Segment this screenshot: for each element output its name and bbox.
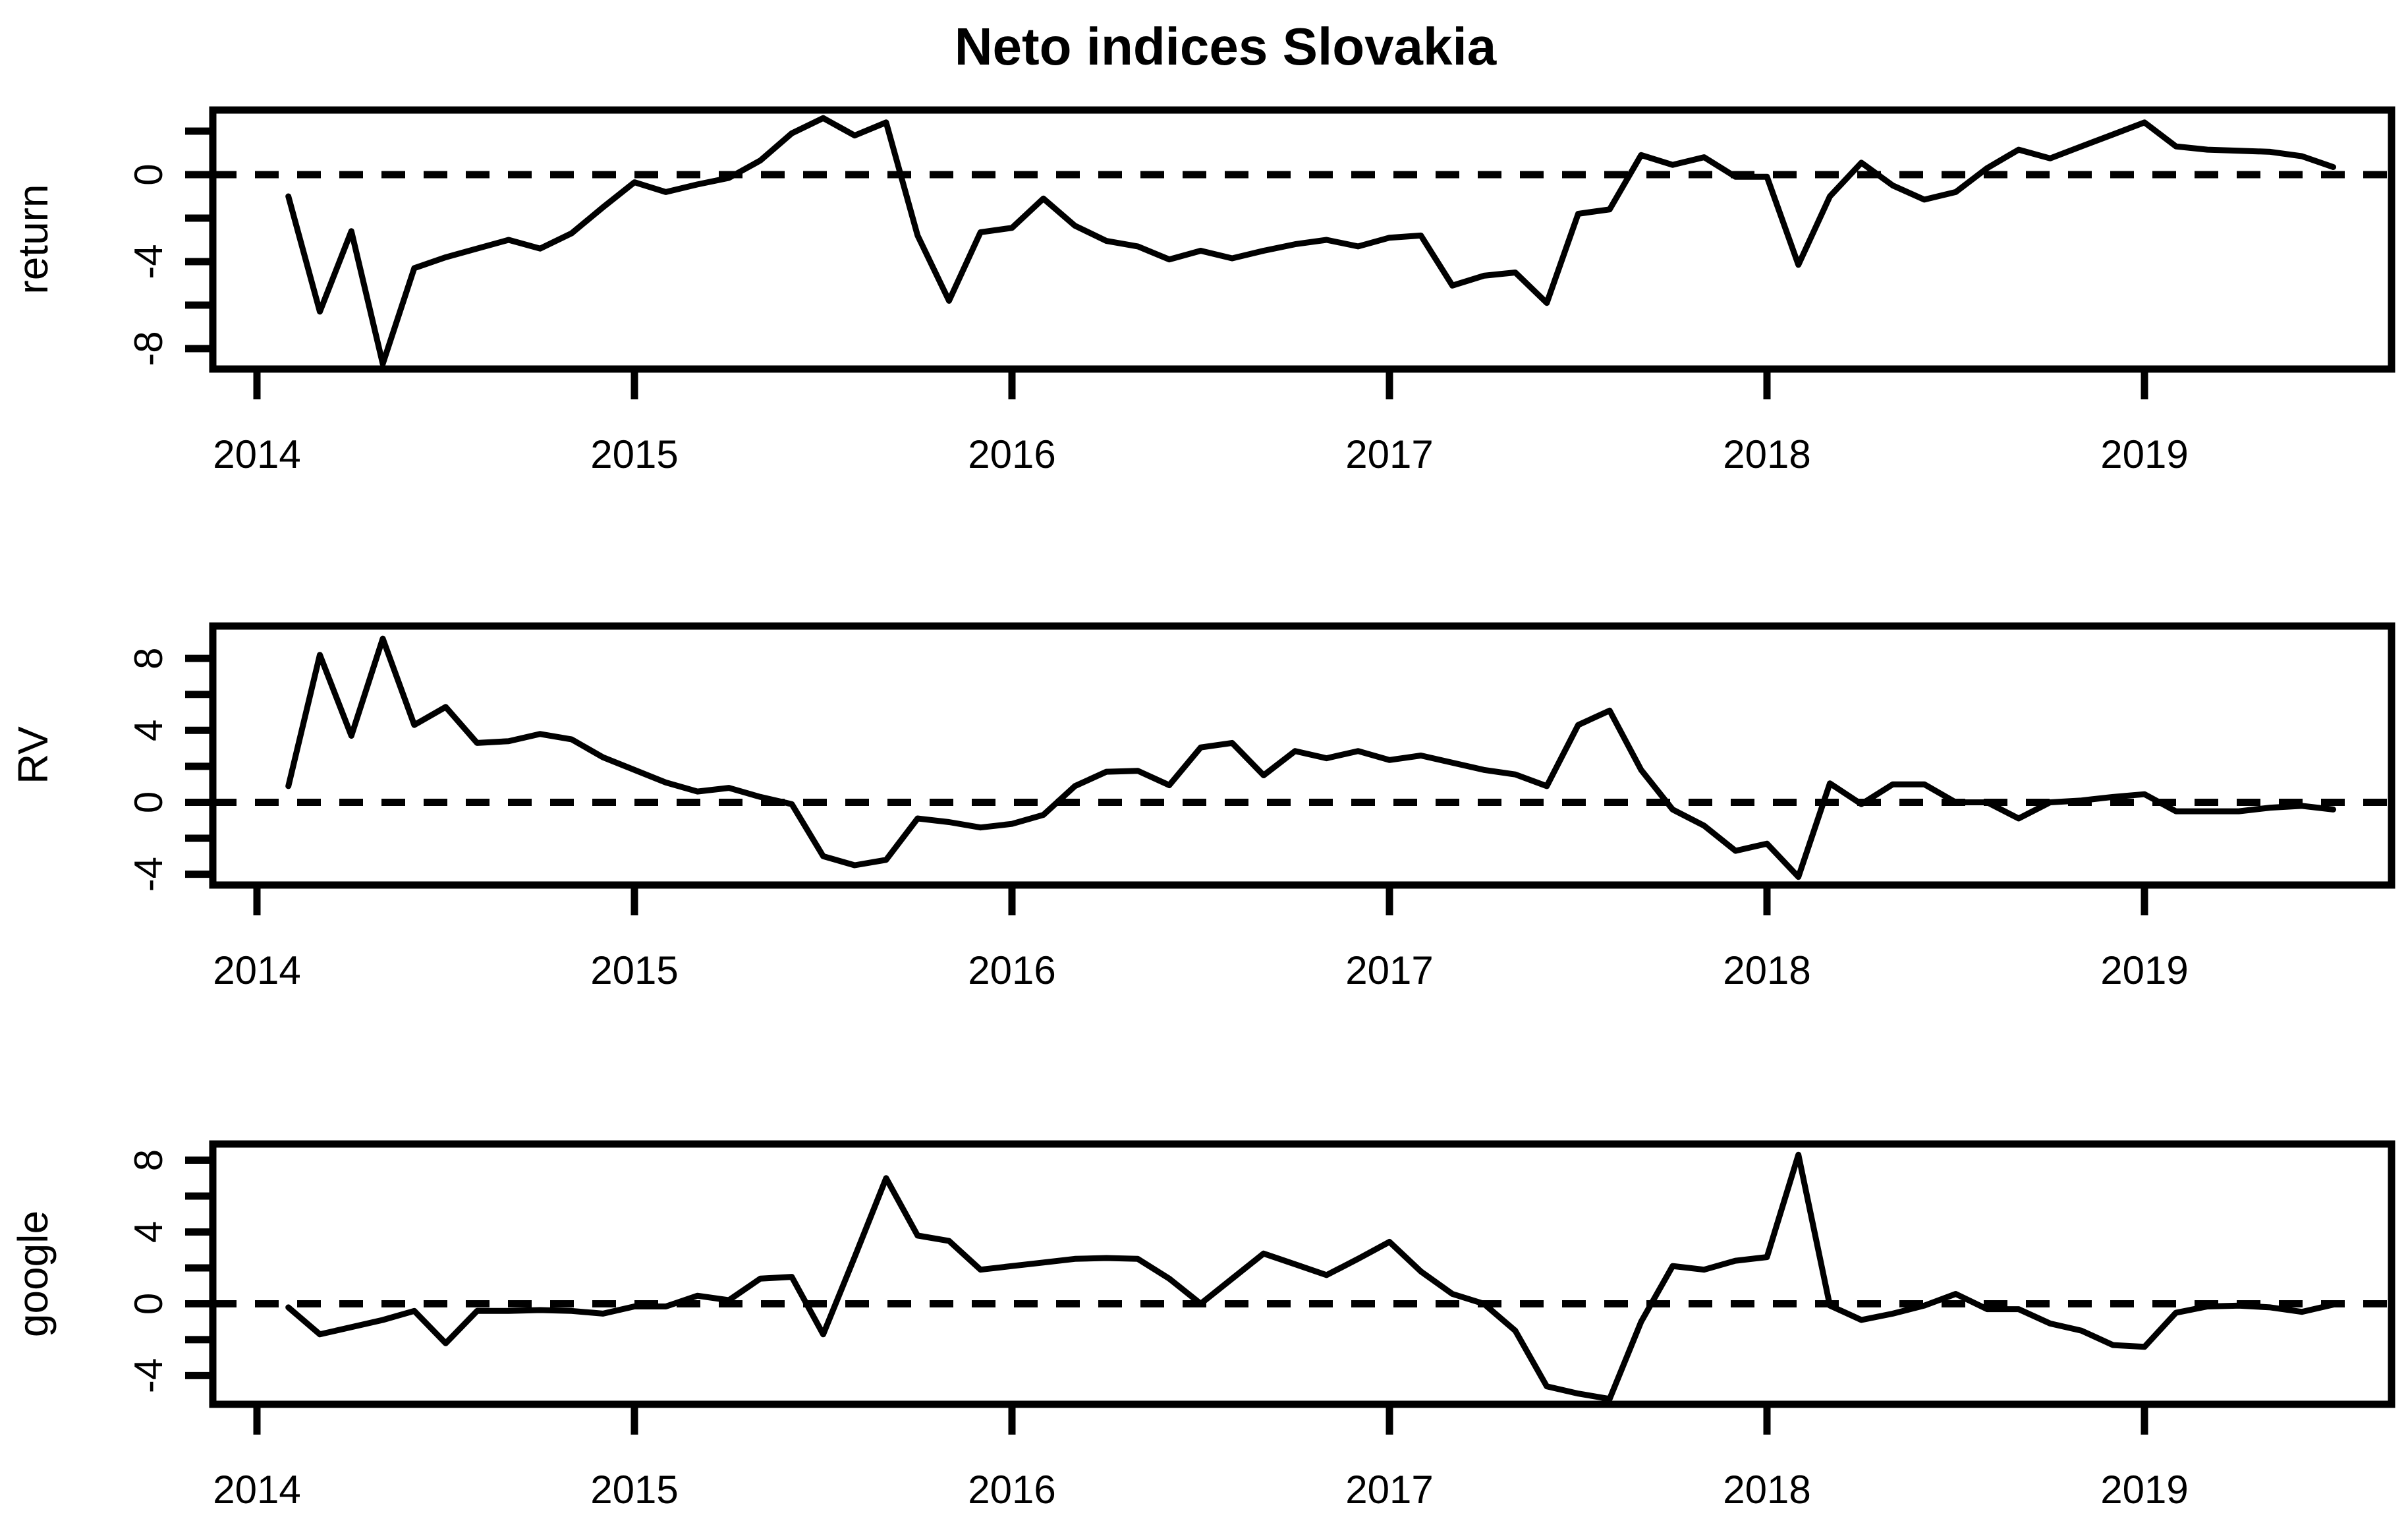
panel-google: google 8 4 0 -4 2014 2015 2016 2017 2018 2019 xyxy=(9,1140,2395,1512)
x-tick-label: 2019 xyxy=(2100,948,2188,992)
x-tick-label: 2014 xyxy=(213,1468,300,1512)
y-tick-label: -4 xyxy=(126,244,171,279)
panel-rv: RV 8 4 0 -4 2014 2015 2016 2017 2018 2019 xyxy=(9,622,2395,992)
y-axis: 0 -4 -8 xyxy=(126,127,213,366)
y-tick-label: 0 xyxy=(126,1293,171,1315)
y-axis-label-rv: RV xyxy=(9,726,57,784)
plot-box xyxy=(209,1140,2395,1408)
y-axis-label-return: return xyxy=(9,184,57,294)
return-series-line xyxy=(285,115,2336,367)
x-tick-label: 2015 xyxy=(590,948,678,992)
y-tick-label: -4 xyxy=(126,1358,171,1393)
x-axis: 2014 2015 2016 2017 2018 2019 xyxy=(213,885,2189,992)
RV-series-line xyxy=(285,635,2336,880)
x-tick-label: 2017 xyxy=(1345,948,1433,992)
x-tick-label: 2015 xyxy=(590,432,678,476)
x-tick-label: 2014 xyxy=(213,948,300,992)
panel-return: return 0 -4 -8 2014 2015 2016 2017 2018 2019 xyxy=(9,106,2395,476)
y-axis-label-google: google xyxy=(9,1211,57,1337)
google-series-line xyxy=(285,1151,2336,1402)
x-tick-label: 2016 xyxy=(968,1468,1055,1512)
y-tick-label: 0 xyxy=(126,791,171,813)
x-axis: 2014 2015 2016 2017 2018 2019 xyxy=(213,1404,2189,1512)
x-tick-label: 2018 xyxy=(1723,948,1810,992)
y-tick-label: -4 xyxy=(126,857,171,892)
y-tick-label: 8 xyxy=(126,647,171,669)
x-tick-label: 2016 xyxy=(968,948,1055,992)
x-tick-label: 2017 xyxy=(1345,432,1433,476)
x-tick-label: 2016 xyxy=(968,432,1055,476)
x-tick-label: 2019 xyxy=(2100,432,2188,476)
y-tick-label: 4 xyxy=(126,720,171,741)
x-tick-label: 2015 xyxy=(590,1468,678,1512)
plot-box xyxy=(209,106,2395,373)
x-tick-label: 2018 xyxy=(1723,1468,1810,1512)
y-axis: 8 4 0 -4 xyxy=(126,647,213,892)
y-tick-label: 8 xyxy=(126,1149,171,1171)
y-tick-label: 4 xyxy=(126,1221,171,1243)
chart-title: Neto indices Slovakia xyxy=(955,17,1497,76)
y-tick-label: 0 xyxy=(126,163,171,185)
x-tick-label: 2018 xyxy=(1723,432,1810,476)
y-tick-label: -8 xyxy=(126,331,171,366)
x-tick-label: 2017 xyxy=(1345,1468,1433,1512)
plot-box xyxy=(209,622,2395,889)
x-tick-label: 2019 xyxy=(2100,1468,2188,1512)
y-axis: 8 4 0 -4 xyxy=(126,1149,213,1393)
x-axis: 2014 2015 2016 2017 2018 2019 xyxy=(213,369,2189,476)
x-tick-label: 2014 xyxy=(213,432,300,476)
